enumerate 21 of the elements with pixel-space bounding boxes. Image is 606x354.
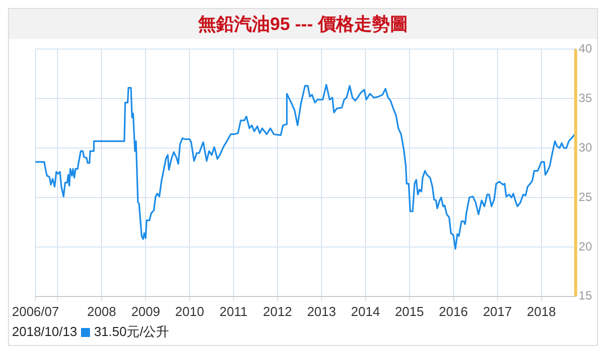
chart-title: 無鉛汽油95 --- 價格走勢圖: [9, 9, 597, 39]
y-tick-label: 25: [578, 190, 592, 204]
y-tick-label: 20: [578, 239, 592, 254]
x-tick-label: 2006/07: [12, 304, 59, 319]
x-tick-label: 2010: [175, 304, 204, 319]
y-tick-label: 30: [578, 140, 592, 154]
x-tick-label: 2009: [131, 304, 160, 319]
y-tick-label: 35: [578, 90, 592, 105]
x-tick-label: 2011: [220, 304, 248, 319]
x-tick-label: 2016: [438, 304, 468, 319]
y-tick-label: 40: [578, 42, 592, 56]
y-tick-label: 15: [578, 288, 592, 303]
x-tick-label: 2017: [482, 304, 512, 319]
x-tick-label: 2018: [526, 304, 556, 319]
text: 31.50元/公升: [94, 323, 170, 341]
x-tick-label: 2015: [394, 304, 424, 319]
text: 2018/10/13: [12, 323, 78, 341]
x-tick-label: 2012: [263, 304, 292, 319]
x-tick-label: 2014: [351, 304, 380, 319]
x-tick-label: 2008: [87, 304, 116, 319]
x-tick-label: 2013: [307, 304, 336, 319]
